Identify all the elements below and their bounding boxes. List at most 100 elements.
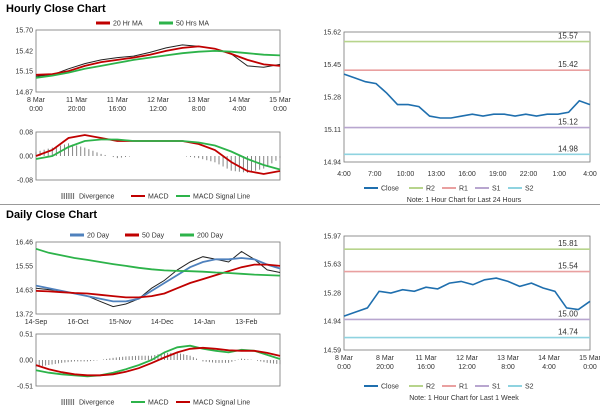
series-line-20-hr-ma bbox=[35, 45, 281, 76]
daily-section-title: Daily Close Chart bbox=[6, 209, 98, 221]
y-tick-label: 0.08 bbox=[19, 130, 33, 137]
x-tick-label: 12 Mar 12:00 bbox=[147, 97, 169, 113]
series-line-close bbox=[343, 277, 591, 317]
x-tick-label: 16-Oct bbox=[68, 319, 89, 326]
y-tick-label: -0.51 bbox=[17, 384, 33, 391]
x-tick-label: 16:00 bbox=[458, 171, 476, 178]
level-label-r1: 15.42 bbox=[558, 60, 579, 69]
legend-label: R1 bbox=[459, 186, 468, 193]
y-tick-label: 15.97 bbox=[323, 234, 341, 241]
x-tick-label: 14 Mar 4:00 bbox=[228, 97, 250, 113]
level-label-s2: 14.98 bbox=[558, 144, 579, 153]
legend-label: MACD Signal Line bbox=[193, 194, 250, 201]
chart-note: Note: 1 Hour Chart for Last 1 Week bbox=[409, 395, 519, 402]
y-tick-label: 15.42 bbox=[15, 48, 33, 55]
x-tick-label: 12 Mar 12:00 bbox=[456, 355, 478, 371]
x-tick-label: 11 Mar 16:00 bbox=[415, 355, 437, 371]
series-line-macd-signal-line bbox=[35, 138, 281, 171]
legend-label: 200 Day bbox=[197, 233, 224, 240]
x-tick-label: 14 Mar 4:00 bbox=[538, 355, 560, 371]
legend-label: R1 bbox=[459, 384, 468, 391]
legend-label: 20 Hr MA bbox=[113, 21, 143, 28]
y-tick-label: 0.51 bbox=[19, 332, 33, 339]
y-tick-label: 15.45 bbox=[323, 62, 341, 69]
section-divider bbox=[0, 204, 600, 205]
x-tick-label: 8 Mar 0:00 bbox=[335, 355, 354, 371]
legend-label: Close bbox=[381, 384, 399, 391]
level-label-s1: 15.12 bbox=[558, 118, 579, 127]
x-tick-label: 4:00 bbox=[337, 171, 351, 178]
legend-label: R2 bbox=[426, 186, 435, 193]
x-tick-label: 15 Mar 0:00 bbox=[269, 97, 291, 113]
daily-week-chart: 15.81 15.54 15.00 14.74 15.97 15.63 15.28 14.94… bbox=[323, 234, 600, 403]
x-tick-label: 4:00 bbox=[583, 171, 597, 178]
y-tick-label: 14.94 bbox=[323, 160, 341, 167]
y-tick-label: 15.70 bbox=[15, 28, 33, 35]
y-tick-label: 15.63 bbox=[323, 262, 341, 269]
legend-label: S2 bbox=[525, 186, 534, 193]
series-line-200-day bbox=[35, 247, 281, 277]
y-tick-label: 15.15 bbox=[15, 69, 33, 76]
y-tick-label: 15.11 bbox=[324, 127, 341, 134]
y-tick-label: 14.94 bbox=[323, 319, 341, 326]
series-line-close bbox=[35, 44, 281, 77]
series-line-close bbox=[343, 73, 591, 119]
y-tick-label: 14.63 bbox=[15, 288, 33, 295]
legend-label: S2 bbox=[525, 384, 534, 391]
x-tick-label: 13 Mar 8:00 bbox=[188, 97, 210, 113]
hourly-macd-chart: 0.08 0.00 -0.08 Divergence MACD MACD Signal L… bbox=[17, 130, 281, 201]
x-tick-label: 15-Nov bbox=[109, 319, 132, 326]
legend-label: Close bbox=[381, 186, 399, 193]
x-tick-label: 19:00 bbox=[489, 171, 507, 178]
legend-label: MACD bbox=[148, 194, 169, 201]
y-tick-label: 15.55 bbox=[15, 263, 33, 270]
y-tick-label: 14.59 bbox=[323, 348, 341, 355]
x-tick-label: 11 Mar 16:00 bbox=[107, 97, 129, 113]
x-tick-label: 14-Dec bbox=[151, 319, 174, 326]
level-label-r2: 15.57 bbox=[558, 32, 579, 41]
series-line-macd-signal-line bbox=[35, 346, 281, 377]
y-tick-label: 14.87 bbox=[15, 90, 33, 97]
series-line-50-day bbox=[35, 263, 281, 299]
y-tick-label: 16.46 bbox=[15, 240, 33, 247]
x-tick-label: 8 Mar 0:00 bbox=[27, 97, 46, 113]
hourly-price-chart: 20 Hr MA 50 Hrs MA 15.70 15.42 15.15 14.878 M… bbox=[15, 21, 291, 114]
level-label-r1: 15.54 bbox=[558, 262, 579, 271]
x-tick-label: 14-Sep bbox=[25, 319, 48, 326]
x-tick-label: 11 Mar 20:00 bbox=[66, 97, 88, 113]
legend-label: 50 Hrs MA bbox=[176, 21, 209, 28]
x-tick-label: 13-Feb bbox=[235, 319, 257, 326]
legend-label: Divergence bbox=[79, 400, 115, 407]
level-label-s2: 14.74 bbox=[558, 328, 579, 337]
daily-macd-chart: 0.51 0.00 -0.51 Divergence MACD MACD Signal L… bbox=[17, 332, 281, 407]
legend-label: Divergence bbox=[79, 194, 115, 201]
plot-frame bbox=[35, 29, 281, 93]
y-tick-label: 15.28 bbox=[323, 291, 341, 298]
x-tick-label: 22:00 bbox=[520, 171, 538, 178]
x-tick-label: 1:00 bbox=[552, 171, 566, 178]
y-tick-label: 0.00 bbox=[19, 154, 33, 161]
x-tick-label: 14-Jan bbox=[194, 319, 216, 326]
legend-label: S1 bbox=[492, 186, 501, 193]
legend-label: 50 Day bbox=[142, 233, 165, 240]
x-tick-label: 7:00 bbox=[368, 171, 382, 178]
y-tick-label: 0.00 bbox=[19, 358, 33, 365]
legend-label: MACD Signal Line bbox=[193, 400, 250, 407]
level-label-r2: 15.81 bbox=[558, 239, 579, 248]
plot-frame bbox=[35, 241, 281, 315]
plot-frame bbox=[343, 235, 591, 351]
series-line-close bbox=[35, 250, 281, 308]
x-tick-label: 8 Mar 20:00 bbox=[376, 355, 395, 371]
legend-label: 20 Day bbox=[87, 233, 110, 240]
daily-price-chart: 20 Day 50 Day 200 Day16.4615.5514.6313.721… bbox=[15, 233, 281, 326]
x-tick-label: 15 Mar 0:00 bbox=[579, 355, 600, 371]
y-tick-label: 13.72 bbox=[15, 312, 33, 319]
x-tick-label: 13 Mar 8:00 bbox=[497, 355, 519, 371]
series-line-50-hrs-ma bbox=[35, 49, 281, 79]
y-tick-label: -0.08 bbox=[17, 178, 33, 185]
legend-label: S1 bbox=[492, 384, 501, 391]
x-tick-label: 10:00 bbox=[397, 171, 415, 178]
legend-label: R2 bbox=[426, 384, 435, 391]
chart-note: Note: 1 Hour Chart for Last 24 Hours bbox=[407, 197, 522, 204]
y-tick-label: 15.62 bbox=[323, 30, 341, 37]
